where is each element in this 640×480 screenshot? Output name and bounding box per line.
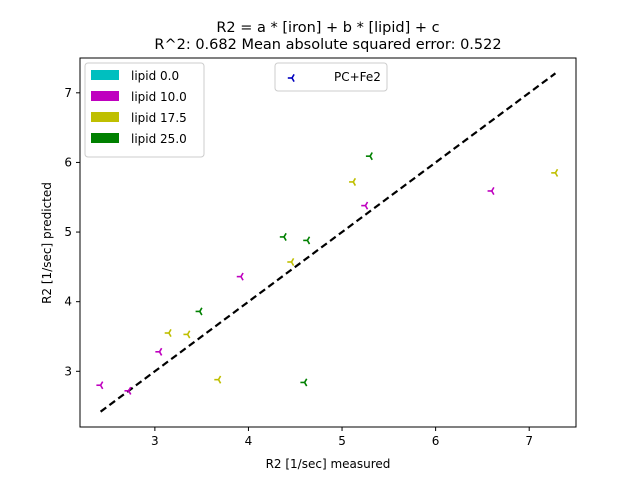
data-point-lipid-17-5 [214, 375, 222, 384]
legend-label: lipid 17.5 [131, 111, 187, 125]
data-point-lipid-17-5 [287, 257, 295, 267]
axes-frame [79, 57, 577, 428]
axes: 3 4 5 6 7 3 4 5 6 7 [64, 57, 577, 448]
data-point-lipid-17-5 [164, 328, 172, 338]
y-tick-label: 7 [64, 86, 72, 100]
chart-title-line-2: R^2: 0.682 Mean absolute squared error: … [154, 37, 501, 53]
x-tick-label: 7 [525, 434, 533, 448]
fit-line [99, 72, 557, 413]
legend-swatch [91, 112, 119, 122]
data-point-lipid-10-0 [361, 201, 369, 210]
color-legend: lipid 0.0 lipid 10.0 lipid 17.5 lipid 25.0 [84, 62, 205, 158]
legend-marker [287, 73, 295, 83]
data-point-lipid-10-0 [124, 386, 132, 395]
y-tick-label: 5 [64, 225, 72, 239]
data-point-lipid-25-0 [300, 378, 308, 387]
data-point-lipid-25-0 [279, 232, 287, 241]
x-tick-label: 5 [338, 434, 346, 448]
data-point-lipid-10-0 [487, 186, 495, 196]
x-axis-label: R2 [1/sec] measured [266, 457, 391, 471]
fit-line-layer [99, 72, 557, 413]
data-point-lipid-10-0 [155, 347, 163, 356]
data-point-lipid-17-5 [551, 168, 559, 177]
y-axis-label: R2 [1/sec] predicted [40, 182, 54, 304]
legend-swatch [91, 133, 119, 143]
legend-swatch [91, 70, 119, 80]
x-tick-label: 4 [245, 434, 253, 448]
legend-swatch [91, 91, 119, 101]
x-tick-label: 6 [432, 434, 440, 448]
y-tick-label: 6 [64, 155, 72, 169]
data-point-lipid-25-0 [303, 236, 311, 245]
legend-label: lipid 10.0 [131, 90, 187, 104]
data-point-lipid-25-0 [365, 152, 373, 161]
data-point-lipid-17-5 [349, 177, 357, 186]
legend-label: lipid 0.0 [131, 69, 179, 83]
y-tick-label: 4 [64, 295, 72, 309]
data-point-lipid-10-0 [96, 381, 104, 390]
x-tick-label: 3 [151, 434, 159, 448]
marker-legend-box [274, 62, 388, 92]
marker-legend-label: PC+Fe2 [334, 70, 381, 84]
data-point-lipid-10-0 [236, 272, 244, 281]
data-point-lipid-25-0 [195, 307, 203, 316]
data-point-lipid-17-5 [183, 330, 191, 339]
y-tick-label: 3 [64, 364, 72, 378]
legend-label: lipid 25.0 [131, 132, 187, 146]
chart-title-line-1: R2 = a * [iron] + b * [lipid] + c [216, 20, 439, 36]
data-points [96, 152, 559, 395]
marker-legend: PC+Fe2 [274, 62, 388, 92]
